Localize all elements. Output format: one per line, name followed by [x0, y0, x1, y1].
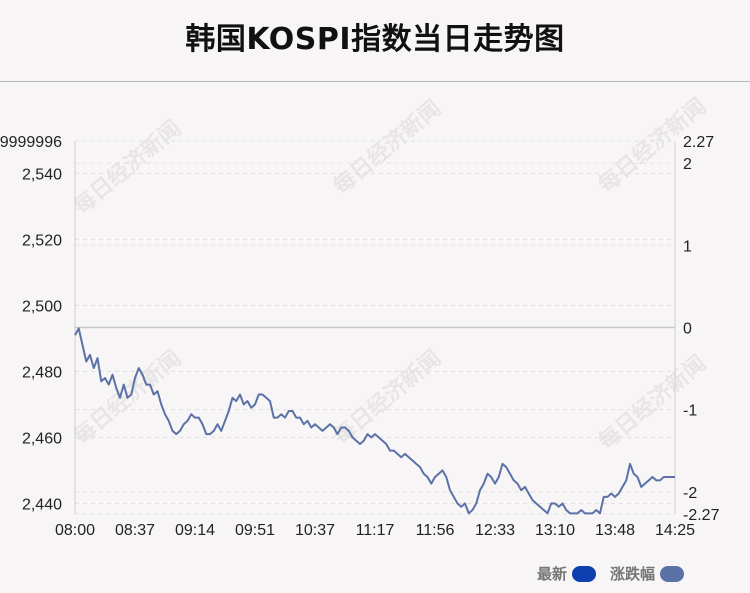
kospi-price-line — [74, 327, 675, 515]
right-tick-label: 1 — [683, 238, 692, 255]
left-tick-label: 2,500 — [22, 298, 62, 315]
left-tick-label: 2,520 — [22, 232, 62, 249]
x-tick-label: 10:37 — [295, 522, 335, 539]
legend-item-change[interactable]: 涨跌幅 — [610, 563, 684, 584]
right-tick-label: -1 — [683, 403, 697, 420]
title-divider — [0, 81, 750, 82]
x-tick-label: 09:51 — [235, 522, 275, 539]
left-tick-label: 2,440 — [22, 496, 62, 513]
legend-label-latest: 最新 — [536, 565, 567, 583]
right-axis-top-label: 2.27 — [683, 134, 714, 151]
x-tick-label: 13:48 — [595, 522, 635, 539]
right-tick-label: 0 — [683, 321, 692, 338]
legend-swatch-latest — [571, 565, 596, 582]
x-tick-label: 11:17 — [356, 522, 395, 539]
x-tick-label: 12:33 — [475, 522, 515, 539]
legend-label-change: 涨跌幅 — [609, 565, 655, 583]
x-tick-label: 14:25 — [655, 522, 695, 539]
x-tick-label: 08:00 — [55, 522, 95, 539]
chart-legend: 最新 涨跌幅 — [523, 563, 684, 584]
right-tick-label: 2 — [683, 156, 692, 173]
x-tick-label: 11:56 — [416, 522, 455, 539]
x-tick-label: 09:14 — [175, 522, 215, 539]
x-tick-label: 13:10 — [535, 522, 575, 539]
left-axis-top-label: 9999996 — [0, 134, 62, 151]
legend-item-latest[interactable]: 最新 — [537, 563, 596, 584]
x-tick-label: 08:37 — [115, 522, 155, 539]
chart-title: 韩国KOSPI指数当日走势图 — [185, 22, 565, 57]
left-tick-label: 2,460 — [22, 430, 62, 447]
left-tick-label: 2,480 — [22, 364, 62, 381]
left-tick-label: 2,540 — [22, 166, 62, 183]
right-tick-label: -2 — [683, 485, 697, 502]
legend-swatch-change — [660, 565, 684, 582]
right-axis-bottom-label: -2.27 — [683, 507, 720, 524]
